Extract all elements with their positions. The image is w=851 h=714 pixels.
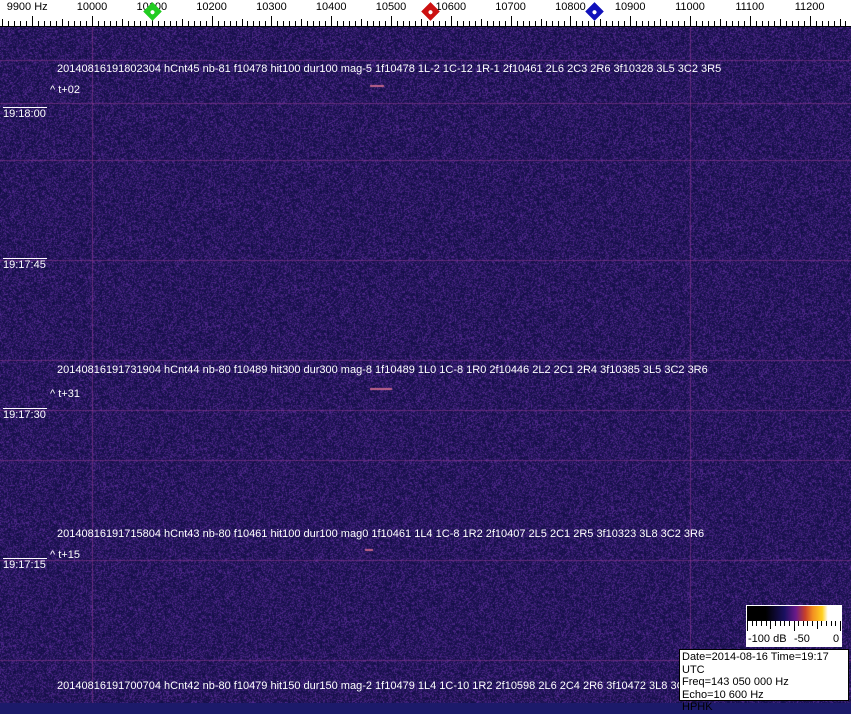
frequency-label: 10500 (375, 1, 407, 13)
colorbar-label-max: 0 (833, 633, 840, 645)
time-label: 19:17:30 (3, 408, 47, 421)
event-line: 20140816191700704 hCnt42 nb-80 f10479 hi… (57, 680, 691, 692)
colorbar-ticks (747, 621, 841, 631)
frequency-label: 11000 (675, 1, 705, 13)
frequency-label: 11200 (794, 1, 825, 13)
info-box: Date=2014-08-16 Time=19:17 UTC Freq=143 … (679, 649, 849, 713)
info-date-time: Date=2014-08-16 Time=19:17 UTC (682, 651, 829, 676)
time-label: 19:17:45 (3, 258, 47, 271)
frequency-label: 11100 (735, 1, 765, 13)
frequency-label: 10900 (614, 1, 646, 13)
frequency-label: 10600 (435, 1, 467, 13)
event-offset: ^ t+15 (50, 549, 80, 561)
event-line: 20140816191731904 hCnt44 nb-80 f10489 hi… (57, 364, 708, 376)
frequency-label: 10800 (555, 1, 586, 13)
frequency-label: 9900 Hz (6, 1, 48, 13)
info-freq: Freq=143 050 000 Hz (682, 676, 789, 688)
info-echo: Echo=10 600 Hz (682, 688, 764, 701)
frequency-label: 10200 (196, 1, 227, 13)
frequency-label: 10700 (495, 1, 526, 13)
time-label: 19:17:15 (3, 558, 47, 571)
frequency-label: 10300 (256, 1, 287, 13)
event-offset: ^ t+02 (50, 84, 80, 96)
event-offset: ^ t+31 (50, 388, 80, 400)
colorbar-label-mid: -50 (794, 633, 810, 645)
colorbar-label-min: -100 dB (748, 633, 787, 645)
colorbar-gradient (747, 606, 841, 621)
waterfall-spectrogram (0, 27, 851, 703)
frequency-label: 10400 (315, 1, 347, 13)
frequency-ticks (0, 16, 851, 27)
colorbar: -100 dB -50 0 (746, 605, 842, 647)
event-line: 20140816191715804 hCnt43 nb-80 f10461 hi… (57, 528, 705, 540)
time-label: 19:18:00 (3, 107, 47, 120)
frequency-label: 10000 (76, 1, 108, 13)
event-line: 20140816191802304 hCnt45 nb-81 f10478 hi… (57, 63, 722, 75)
